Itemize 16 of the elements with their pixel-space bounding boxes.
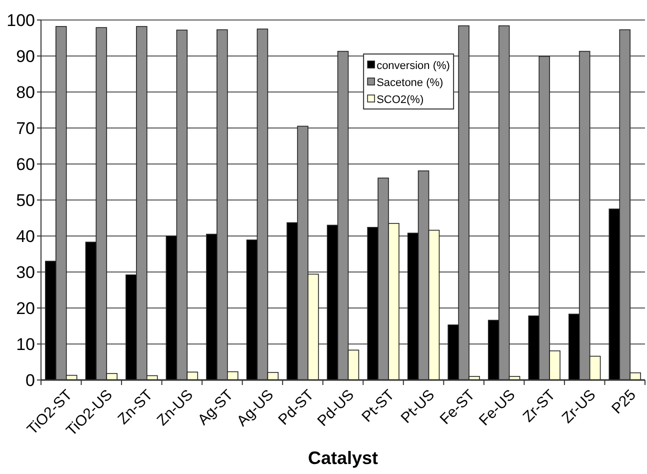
legend-label: Sacetone (%) (376, 76, 444, 89)
y-tick-label: 10 (16, 334, 35, 354)
y-tick-label: 100 (6, 10, 35, 30)
y-tick-label: 0 (26, 370, 35, 390)
legend-label: SCO2(%) (376, 94, 424, 106)
x-tick-label: P25 (608, 386, 640, 418)
y-tick-label: 90 (16, 46, 35, 66)
y-tick-label: 50 (16, 190, 35, 210)
y-tick-label: 60 (16, 154, 35, 174)
x-axis-title: Catalyst (308, 448, 378, 468)
y-tick-label: 20 (16, 298, 35, 318)
y-tick-label: 80 (16, 82, 35, 102)
y-tick-label: 40 (16, 226, 35, 246)
legend-label: conversion (%) (376, 60, 450, 72)
y-tick-label: 70 (16, 118, 35, 138)
y-tick-label: 30 (16, 262, 35, 282)
